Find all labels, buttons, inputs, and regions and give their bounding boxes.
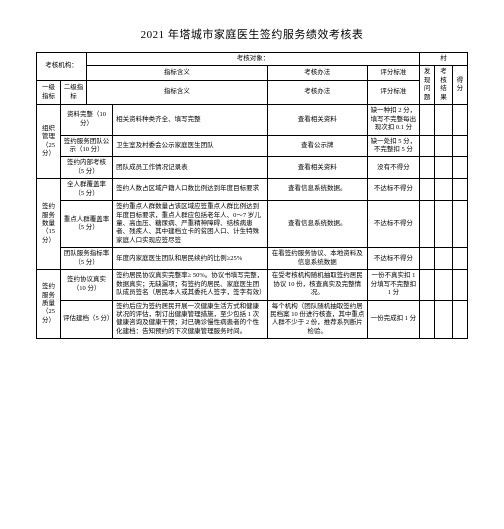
g3-r2-method: 每个机构（团队随机抽取签约居民档案 10 份进行核查，其中重点人群不少于 2 份… — [267, 300, 367, 339]
page-title: 2021 年塔城市家庭医生签约服务绩效考核表 — [36, 26, 468, 42]
g1-r2-method: 查看公示牌 — [267, 135, 367, 157]
cell-blank — [452, 157, 467, 179]
cell-blank — [420, 248, 435, 270]
header-village-label: 村 — [420, 53, 468, 66]
cell-blank — [420, 135, 435, 157]
header-score: 得分 — [452, 66, 467, 105]
g3-r1-l2: 签约协议真实（10 分） — [60, 270, 112, 300]
g2-r2-def: 签约重点人群数量占该区域应签重点人群比例达到年度目标要求，重点人群应包括老年人、… — [113, 201, 268, 248]
header-std: 评分标准 — [367, 66, 419, 81]
header-l2: 二级指标 — [60, 81, 86, 105]
header-def-2: 指标含义 — [87, 81, 268, 105]
cell-blank — [420, 270, 435, 300]
g1-r1-method: 查看相关资料 — [267, 105, 367, 135]
g1-r2-l2: 签约服务团队公示（10 分） — [60, 135, 112, 157]
g3-r2-def: 签约后应为签约居民开展一次健康生活方式和健康状况的评估，制订出健康管理措施，至少… — [113, 300, 268, 339]
cell-blank — [420, 157, 435, 179]
g1-r3-method: 查看相关资料 — [267, 157, 367, 179]
g2-r3-std: 不达标不得分 — [367, 248, 419, 270]
header-org-label: 考核机构： — [37, 53, 87, 81]
header-target-label: 考核对象： — [87, 53, 420, 66]
g1-r1-l2: 资料完整（10 分） — [60, 105, 112, 135]
g1-r3-l2: 签约内部考核（5 分） — [60, 157, 112, 179]
cell-blank — [452, 270, 467, 300]
cell-blank — [435, 179, 452, 201]
cell-blank — [435, 300, 452, 339]
g2-r3-l2: 团队服务指标率（5 分） — [60, 248, 112, 270]
cell-blank — [420, 105, 435, 135]
header-def: 指标含义 — [87, 66, 268, 81]
header-method-2: 考核办法 — [267, 81, 367, 105]
g1-r2-def: 卫生室及村委会公示家庭医生团队 — [113, 135, 268, 157]
g1-r2-std: 缺一处扣 5 分，不完整扣 5 分 — [367, 135, 419, 157]
g3-r1-def: 签约居民协议真实完整率≥ 50%。协议书填写完整，数据真实；无缺漏项；有签约的居… — [113, 270, 268, 300]
g3-r1-std: 一份不真实扣 1 分填写不完整扣 1 分 — [367, 270, 419, 300]
g1-l1: 组织管理（25 分） — [37, 105, 61, 179]
g3-r2-l2: 评估建档（5 分） — [60, 300, 112, 339]
g2-r1-def: 签约人数占区域户籍人口数比例达到年度目标要求 — [113, 179, 268, 201]
cell-blank — [435, 248, 452, 270]
g2-r3-method: 在看签约服务协议、本地资料及信息系统数据 — [267, 248, 367, 270]
header-issue: 发现问题 — [420, 66, 435, 105]
cell-blank — [420, 300, 435, 339]
g1-r3-std: 没有不得分 — [367, 157, 419, 179]
cell-blank — [452, 105, 467, 135]
g2-r1-l2: 全人群覆盖率（5 分） — [60, 179, 112, 201]
g3-l1: 签约服务质量（25 分） — [37, 270, 61, 339]
cell-blank — [435, 135, 452, 157]
g2-l1: 签约服务数量（15 分） — [37, 179, 61, 270]
g2-r2-std: 不达标不得分 — [367, 201, 419, 248]
cell-blank — [420, 201, 435, 248]
cell-blank — [435, 157, 452, 179]
header-l1: 一级指标 — [37, 81, 61, 105]
header-result: 考核结果 — [435, 66, 452, 105]
g2-r2-l2: 重点人群覆盖率（5 分） — [60, 201, 112, 248]
g2-r3-def: 年度内家庭医生团队和居民续约的比例≥25% — [113, 248, 268, 270]
cell-blank — [435, 270, 452, 300]
g3-r2-std: 一份完成扣 1 分 — [367, 300, 419, 339]
cell-blank — [435, 105, 452, 135]
header-method: 考核办法 — [267, 66, 367, 81]
g1-r1-std: 缺一种扣 2 分，填写不完整每出现次扣 0.1 分 — [367, 105, 419, 135]
cell-blank — [452, 179, 467, 201]
assessment-table: 考核机构： 考核对象： 村 指标含义 考核办法 评分标准 发现问题 考核结果 得… — [36, 52, 468, 339]
g1-r1-def: 相关资料种类齐全、填写完整 — [113, 105, 268, 135]
cell-blank — [420, 179, 435, 201]
header-std-2: 评分标准 — [367, 81, 419, 105]
cell-blank — [452, 300, 467, 339]
g1-r3-def: 团队成员工作情况记录表 — [113, 157, 268, 179]
g2-r1-std: 不达标不得分 — [367, 179, 419, 201]
cell-blank — [435, 201, 452, 248]
g3-r1-method: 在受考核机构随机抽取签约居民协议 10 份，核查真实及完整情况。 — [267, 270, 367, 300]
cell-blank — [452, 248, 467, 270]
g2-r1-method: 查看信息系统数据。 — [267, 179, 367, 201]
cell-blank — [452, 201, 467, 248]
g2-r2-method: 查看信息系统数据。 — [267, 201, 367, 248]
cell-blank — [452, 135, 467, 157]
